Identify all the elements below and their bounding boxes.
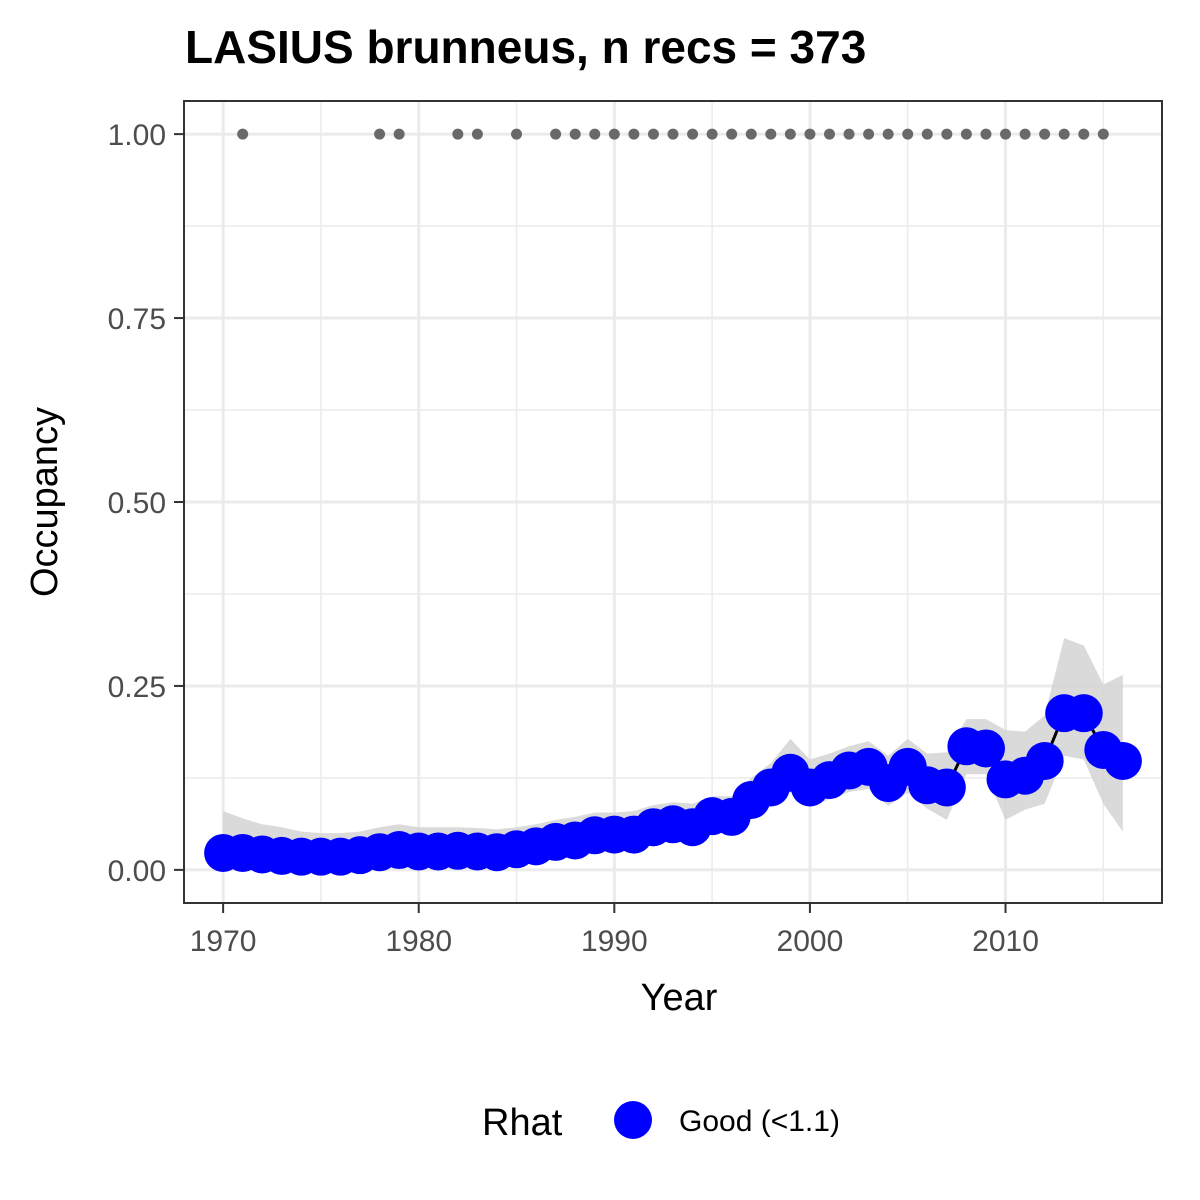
record-point — [843, 128, 855, 140]
record-point — [628, 128, 640, 140]
record-point — [647, 128, 659, 140]
record-point — [1039, 128, 1051, 140]
axes-layer: 0.00 0.25 0.50 0.75 1.00 1970 1980 1990 2000 2010 — [108, 119, 1039, 958]
occupancy-point — [1064, 694, 1103, 733]
record-point — [765, 128, 777, 140]
record-point — [687, 128, 699, 140]
records-layer — [237, 128, 1109, 140]
record-point — [921, 128, 933, 140]
record-point — [667, 128, 679, 140]
chart-title: LASIUS brunneus, n recs = 373 — [185, 21, 866, 73]
record-point — [882, 128, 894, 140]
record-point — [863, 128, 875, 140]
record-point — [393, 128, 405, 140]
record-point — [452, 128, 464, 140]
x-tick-label: 2000 — [777, 925, 844, 958]
record-point — [960, 128, 972, 140]
x-tick-label: 1980 — [385, 925, 452, 958]
x-tick-label: 1990 — [581, 925, 648, 958]
occupancy-point — [966, 729, 1005, 768]
record-point — [980, 128, 992, 140]
record-point — [589, 128, 601, 140]
y-tick-label: 1.00 — [108, 119, 166, 152]
x-tick-label: 1970 — [190, 925, 257, 958]
record-point — [726, 128, 738, 140]
legend: Rhat Good (<1.1) — [482, 1101, 840, 1144]
occupancy-point — [1025, 741, 1064, 780]
legend-key-good — [614, 1101, 652, 1139]
occupancy-point — [1103, 741, 1142, 780]
record-point — [1097, 128, 1109, 140]
x-axis-title: Year — [641, 977, 718, 1019]
record-point — [941, 128, 953, 140]
record-point — [471, 128, 483, 140]
occupancy-point — [927, 768, 966, 807]
record-point — [902, 128, 914, 140]
legend-title: Rhat — [482, 1102, 563, 1144]
y-tick-label: 0.00 — [108, 855, 166, 888]
legend-label-good: Good (<1.1) — [679, 1105, 840, 1138]
occupancy-points-layer — [204, 694, 1142, 876]
y-tick-label: 0.25 — [108, 671, 166, 704]
record-point — [511, 128, 523, 140]
record-point — [804, 128, 816, 140]
record-point — [784, 128, 796, 140]
record-point — [1078, 128, 1090, 140]
y-tick-label: 0.75 — [108, 303, 166, 336]
record-point — [1000, 128, 1012, 140]
record-point — [745, 128, 757, 140]
record-point — [237, 128, 249, 140]
record-point — [608, 128, 620, 140]
record-point — [374, 128, 386, 140]
record-point — [550, 128, 562, 140]
record-point — [1058, 128, 1070, 140]
y-axis-title: Occupancy — [24, 407, 66, 597]
record-point — [823, 128, 835, 140]
record-point — [706, 128, 718, 140]
y-tick-label: 0.50 — [108, 487, 166, 520]
record-point — [1019, 128, 1031, 140]
record-point — [569, 128, 581, 140]
x-tick-label: 2010 — [972, 925, 1039, 958]
